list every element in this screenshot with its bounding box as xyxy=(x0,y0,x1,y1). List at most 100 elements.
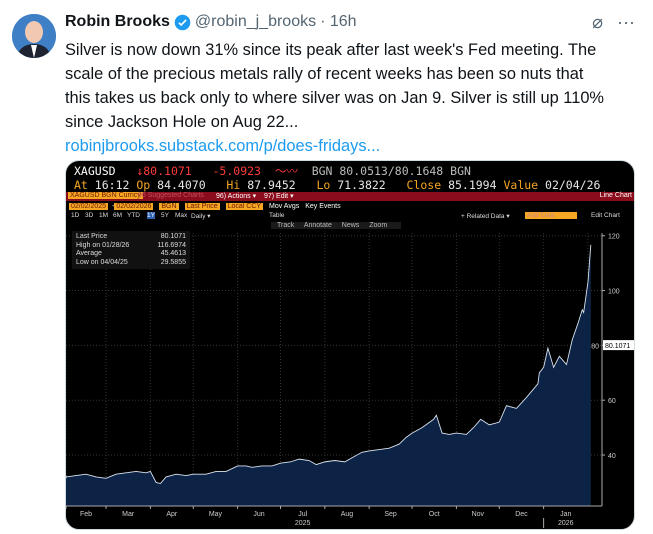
period-1m[interactable]: 1M xyxy=(99,212,109,219)
period-max[interactable]: Max xyxy=(175,212,188,219)
tweet-line: scale of the precious metals rally of re… xyxy=(65,65,584,83)
period-row: Daily ▾ Table + Related Data ▾ Add Data … xyxy=(69,212,634,221)
last-price-label: 80.1071 xyxy=(605,343,630,350)
legend-item: Average 45.4613 xyxy=(76,250,186,259)
source-field[interactable]: BGN xyxy=(159,203,179,210)
key-events-toggle[interactable]: Key Events xyxy=(305,203,341,210)
bid-ask: BGN 80.0513/80.1648 BGN xyxy=(311,164,471,178)
toolbar-red: XAGUSD BGN Curncy 96 Suggested Charts 96… xyxy=(66,192,634,201)
quote-row: XAGUSD ↓80.1071 -5.0923 〜〰 BGN 80.0513/8… xyxy=(74,163,471,179)
tweet-line: since Jackson Hole on Aug 22... xyxy=(65,113,299,131)
x-tick-label: Apr xyxy=(166,511,178,518)
legend-item: Last Price 80.1071 xyxy=(76,233,186,242)
edit-menu[interactable]: 97) Edit ▾ xyxy=(264,193,294,200)
x-tick-label: Sep xyxy=(384,511,397,518)
period-5y[interactable]: 5Y xyxy=(161,212,169,219)
avatar[interactable] xyxy=(12,14,56,58)
legend-value: 45.4613 xyxy=(160,250,186,257)
price-line xyxy=(66,244,592,485)
edit-chart-button[interactable]: Edit Chart xyxy=(591,212,620,219)
y-tick-label: 60 xyxy=(608,398,616,405)
year-label: 2026 xyxy=(558,520,574,527)
x-tick-label: Jul xyxy=(298,511,307,518)
frequency-select[interactable]: Daily ▾ xyxy=(191,213,211,220)
legend-label: High on 01/28/26 xyxy=(76,241,130,249)
at-value: 16:12 xyxy=(94,178,130,192)
period-1y[interactable]: 1Y xyxy=(147,212,155,219)
date-to[interactable]: 02/02/2026 xyxy=(114,203,154,210)
tweet-time[interactable]: · 16h xyxy=(320,13,357,30)
currency-select[interactable]: Local CCY xyxy=(225,203,264,210)
related-data-button[interactable]: + Related Data ▾ xyxy=(461,213,510,220)
track-tool[interactable]: Track xyxy=(277,222,295,229)
hi-value: 87.9452 xyxy=(247,178,296,192)
period-ytd[interactable]: YTD xyxy=(127,212,140,219)
tweet-header: Robin Brooks @robin_j_brooks · 16h xyxy=(65,13,357,31)
year-label: 2025 xyxy=(295,520,311,527)
hi-label: Hi xyxy=(226,178,241,192)
value-label: Value xyxy=(503,178,539,192)
add-data-input[interactable]: Add Data xyxy=(525,212,577,219)
y-tick-label: 120 xyxy=(608,234,620,241)
field-select[interactable]: Last Price xyxy=(184,203,220,210)
lo-label: Lo xyxy=(316,178,331,192)
op-value: 84.4070 xyxy=(157,178,206,192)
op-label: Op xyxy=(136,178,151,192)
actions-menu[interactable]: 96) Actions ▾ xyxy=(216,193,257,200)
lo-value: 71.3822 xyxy=(337,178,386,192)
x-tick-label: Feb xyxy=(80,511,92,518)
at-label: At xyxy=(74,178,88,192)
value-date: 02/04/26 xyxy=(545,178,601,192)
x-tick-label: Oct xyxy=(429,511,440,518)
legend-label: Last Price xyxy=(76,233,108,240)
legend-value: 80.1071 xyxy=(160,233,186,240)
verified-badge-icon xyxy=(174,14,191,30)
price-change: -5.0923 xyxy=(212,164,261,178)
legend-item: High on 01/28/26 116.6974 xyxy=(76,242,186,251)
y-tick-label: 100 xyxy=(608,289,620,296)
author-name[interactable]: Robin Brooks xyxy=(65,13,170,30)
legend-item: Low on 04/04/25 29.5855 xyxy=(76,259,186,268)
suggested-charts[interactable]: 96 Suggested Charts xyxy=(138,192,204,199)
zoom-tool[interactable]: Zoom xyxy=(369,222,388,229)
chart-tools: Track Annotate News Zoom xyxy=(271,222,402,229)
y-tick-label: 40 xyxy=(608,453,616,460)
chart-image[interactable]: 40 60 80 100 120 80.1071 Feb Mar Apr May Jun Jul Aug… xyxy=(65,160,635,530)
annotate-tool[interactable]: Annotate xyxy=(303,222,332,229)
tweet-link[interactable]: robinjbrooks.substack.com/p/does-fridays… xyxy=(65,137,381,155)
date-from[interactable]: 02/02/2025 xyxy=(69,203,109,210)
y-tick-label: 80 xyxy=(591,343,599,350)
author-handle[interactable]: @robin_j_brooks xyxy=(194,13,317,30)
close-label: Close xyxy=(406,178,442,192)
x-tick-label: Dec xyxy=(515,511,528,518)
news-tool[interactable]: News xyxy=(341,222,360,229)
tweet-line: this takes us back only to where silver … xyxy=(65,89,605,107)
x-tick-label: May xyxy=(209,511,223,518)
price-chart: 40 60 80 100 120 80.1071 Feb Mar Apr May Jun Jul Aug… xyxy=(66,233,634,528)
ticker: XAGUSD xyxy=(74,164,116,178)
x-tick-label: Nov xyxy=(472,511,485,518)
more-icon[interactable]: ··· xyxy=(617,12,635,32)
legend-value: 29.5855 xyxy=(160,258,186,266)
security-field[interactable]: XAGUSD BGN Curncy xyxy=(68,192,143,199)
chart-legend: Last Price 80.1071 High on 01/28/26 116.69… xyxy=(72,231,190,269)
area-fill xyxy=(66,244,591,507)
settings-row: 02/02/2025-02/02/2026 BGN Last Price Loc… xyxy=(69,203,345,210)
last-price: ↓80.1071 xyxy=(136,164,192,178)
tweet-line: Silver is now down 31% since its peak af… xyxy=(65,41,597,59)
sparkline-icon: 〜〰 xyxy=(274,164,298,178)
mov-avgs-toggle[interactable]: Mov Avgs xyxy=(269,203,300,210)
period-3d[interactable]: 3D xyxy=(85,212,94,219)
grok-icon[interactable]: ⌀ xyxy=(592,12,604,32)
x-tick-label: Mar xyxy=(122,511,135,518)
close-value: 85.1994 xyxy=(448,178,497,192)
ohlc-row: At 16:12 Op 84.4070 Hi 87.9452 Lo 71.382… xyxy=(74,178,600,192)
legend-label: Low on 04/04/25 xyxy=(76,258,128,266)
legend-label: Average xyxy=(76,250,102,257)
x-tick-label: Jun xyxy=(253,511,264,518)
x-tick-label: Aug xyxy=(341,511,354,518)
last-price-marker xyxy=(603,340,634,351)
period-6m[interactable]: 6M xyxy=(113,212,123,219)
table-button[interactable]: Table xyxy=(269,212,285,219)
period-1d[interactable]: 1D xyxy=(71,212,80,219)
